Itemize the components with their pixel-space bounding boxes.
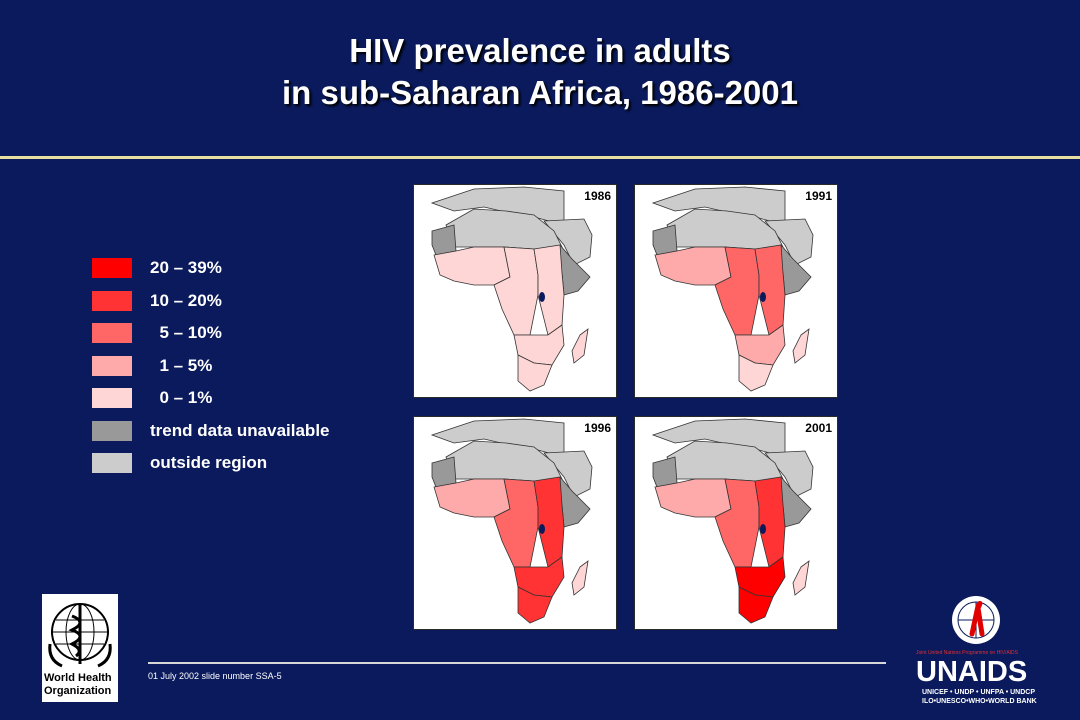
legend-label: 10 – 20% [150, 290, 222, 310]
legend-label: 5 – 10% [150, 323, 222, 343]
map-panel-2001: 2001 [634, 416, 838, 630]
legend-item: trend data unavailable [92, 415, 330, 448]
who-name-line-2: Organization [44, 685, 112, 697]
region-cape [738, 586, 774, 624]
region-madagascar [792, 328, 810, 364]
region-mauritania [431, 224, 457, 256]
legend-item: 5 – 10% [92, 317, 330, 350]
legend-swatch [92, 290, 132, 311]
africa-map [430, 418, 593, 624]
map-year-label: 1986 [584, 189, 611, 203]
map-panel-1996: 1996 [413, 416, 617, 630]
legend-item: 0 – 1% [92, 382, 330, 415]
region-east [533, 244, 565, 336]
map-panel-1986: 1986 [413, 184, 617, 398]
region-mauritania [431, 456, 457, 488]
title-line-1: HIV prevalence in adults [349, 32, 731, 69]
footer-divider [148, 662, 886, 664]
title-divider [0, 156, 1080, 159]
region-madagascar [792, 560, 810, 596]
legend-item: 1 – 5% [92, 350, 330, 383]
legend: 20 – 39% 10 – 20% 5 – 10% 1 – 5% 0 – 1% tr… [92, 252, 330, 480]
slide-title: HIV prevalence in adults in sub-Saharan … [0, 30, 1080, 114]
lake-victoria [539, 524, 545, 534]
region-mauritania [652, 224, 678, 256]
who-name-line-1: World Health [44, 672, 112, 684]
unaids-wordmark: UNAIDS [916, 656, 1028, 688]
unaids-tagline: Joint United Nations Programme on HIV/AI… [916, 650, 1018, 656]
slide-footer: 01 July 2002 slide number SSA-5 [148, 671, 282, 681]
unaids-partners-line-1: UNICEF • UNDP • UNFPA • UNDCP [922, 689, 1036, 696]
lake-victoria [760, 292, 766, 302]
map-panel-1991: 1991 [634, 184, 838, 398]
legend-swatch [92, 388, 132, 409]
africa-map [430, 186, 593, 392]
region-west [654, 478, 732, 518]
region-east [533, 476, 565, 568]
legend-swatch [92, 323, 132, 344]
legend-label: 1 – 5% [150, 355, 213, 375]
africa-map [651, 186, 814, 392]
region-cape [517, 354, 553, 392]
title-line-2: in sub-Saharan Africa, 1986-2001 [281, 74, 798, 111]
who-logo: World Health Organization [42, 594, 118, 702]
region-west [654, 246, 732, 286]
legend-swatch [92, 355, 132, 376]
legend-item: 10 – 20% [92, 285, 330, 318]
region-cape [517, 586, 553, 624]
unaids-partners-line-2: ILO•UNESCO•WHO•WORLD BANK [922, 698, 1037, 705]
who-name: World Health Organization [44, 672, 116, 698]
unaids-partners: UNICEF • UNDP • UNFPA • UNDCP ILO•UNESCO… [922, 688, 1052, 706]
region-west [433, 246, 511, 286]
region-cape [738, 354, 774, 392]
map-year-label: 1991 [805, 189, 832, 203]
legend-label: trend data unavailable [150, 420, 330, 440]
legend-swatch [92, 453, 132, 474]
map-year-label: 2001 [805, 421, 832, 435]
legend-item: 20 – 39% [92, 252, 330, 285]
region-madagascar [571, 560, 589, 596]
lake-victoria [760, 524, 766, 534]
lake-victoria [539, 292, 545, 302]
region-east [754, 244, 786, 336]
who-emblem-icon [48, 603, 112, 668]
legend-label: 20 – 39% [150, 258, 222, 278]
region-mauritania [652, 456, 678, 488]
region-west [433, 478, 511, 518]
legend-label: 0 – 1% [150, 388, 213, 408]
unaids-logo: Joint United Nations Programme on HIV/AI… [908, 594, 1058, 710]
region-madagascar [571, 328, 589, 364]
un-ribbon-emblem-icon [952, 596, 1000, 644]
africa-map [651, 418, 814, 624]
region-east [754, 476, 786, 568]
legend-label: outside region [150, 453, 268, 473]
map-year-label: 1996 [584, 421, 611, 435]
legend-swatch [92, 420, 132, 441]
legend-item: outside region [92, 447, 330, 480]
legend-swatch [92, 258, 132, 279]
